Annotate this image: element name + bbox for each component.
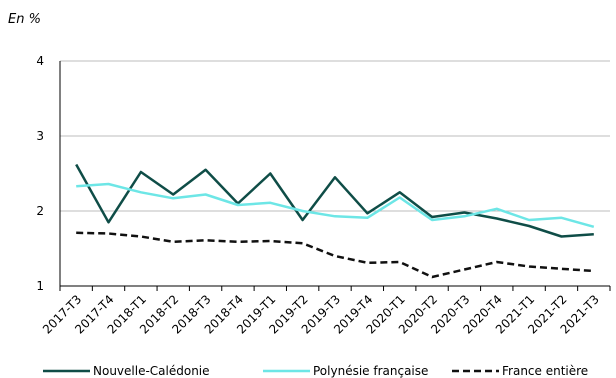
legend-label-1: Polynésie française <box>313 364 428 378</box>
series-line-0 <box>75 163 594 238</box>
y-tick-label: 3 <box>36 129 44 143</box>
x-axis-ticks: 2017-T32017-T42018-T12018-T22018-T32018-… <box>40 292 602 336</box>
legend-label-2: France entière <box>502 364 588 378</box>
y-tick-label: 4 <box>36 54 44 68</box>
series-line-1 <box>76 182 595 229</box>
axes <box>59 61 611 291</box>
gridlines <box>60 60 610 212</box>
y-tick-label: 2 <box>36 204 44 218</box>
series-line-2 <box>76 231 594 279</box>
legend: Nouvelle-Calédonie Polynésie française Fra… <box>43 364 588 378</box>
legend-label-0: Nouvelle-Calédonie <box>93 364 210 378</box>
unit-label: En % <box>8 12 41 27</box>
series-lines <box>75 163 595 279</box>
y-tick-label: 1 <box>36 279 44 293</box>
y-axis-ticks: 1 2 3 4 <box>36 54 44 293</box>
